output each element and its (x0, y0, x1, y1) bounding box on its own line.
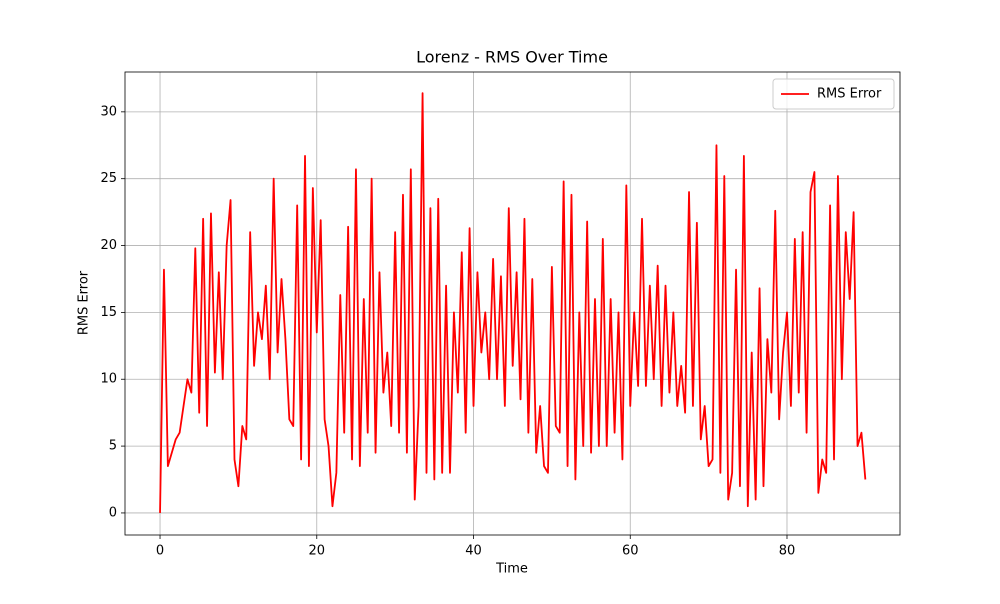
y-tick-label: 0 (109, 505, 117, 520)
data-line (159, 92, 867, 513)
x-tick-label: 0 (156, 544, 164, 559)
x-axis-label: Time (495, 562, 528, 577)
grid (125, 72, 900, 535)
y-tick-label: 25 (100, 171, 117, 186)
legend-label: RMS Error (817, 87, 882, 102)
axes-frame (124, 71, 901, 536)
chart-title: Lorenz - RMS Over Time (416, 48, 608, 67)
x-tick-label: 40 (465, 544, 482, 559)
x-tick-label: 60 (622, 544, 639, 559)
y-tick-label: 5 (109, 439, 117, 454)
x-tick-label: 80 (779, 544, 796, 559)
legend: RMS Error (772, 78, 895, 110)
y-axis-label: RMS Error (77, 270, 92, 335)
x-tick-label: 20 (308, 544, 325, 559)
plot-area (159, 92, 867, 513)
y-tick-label: 30 (100, 104, 117, 119)
y-tick-label: 20 (100, 238, 117, 253)
y-tick-label: 10 (100, 372, 117, 387)
legend-box (772, 78, 895, 110)
y-tick-label: 15 (100, 305, 117, 320)
